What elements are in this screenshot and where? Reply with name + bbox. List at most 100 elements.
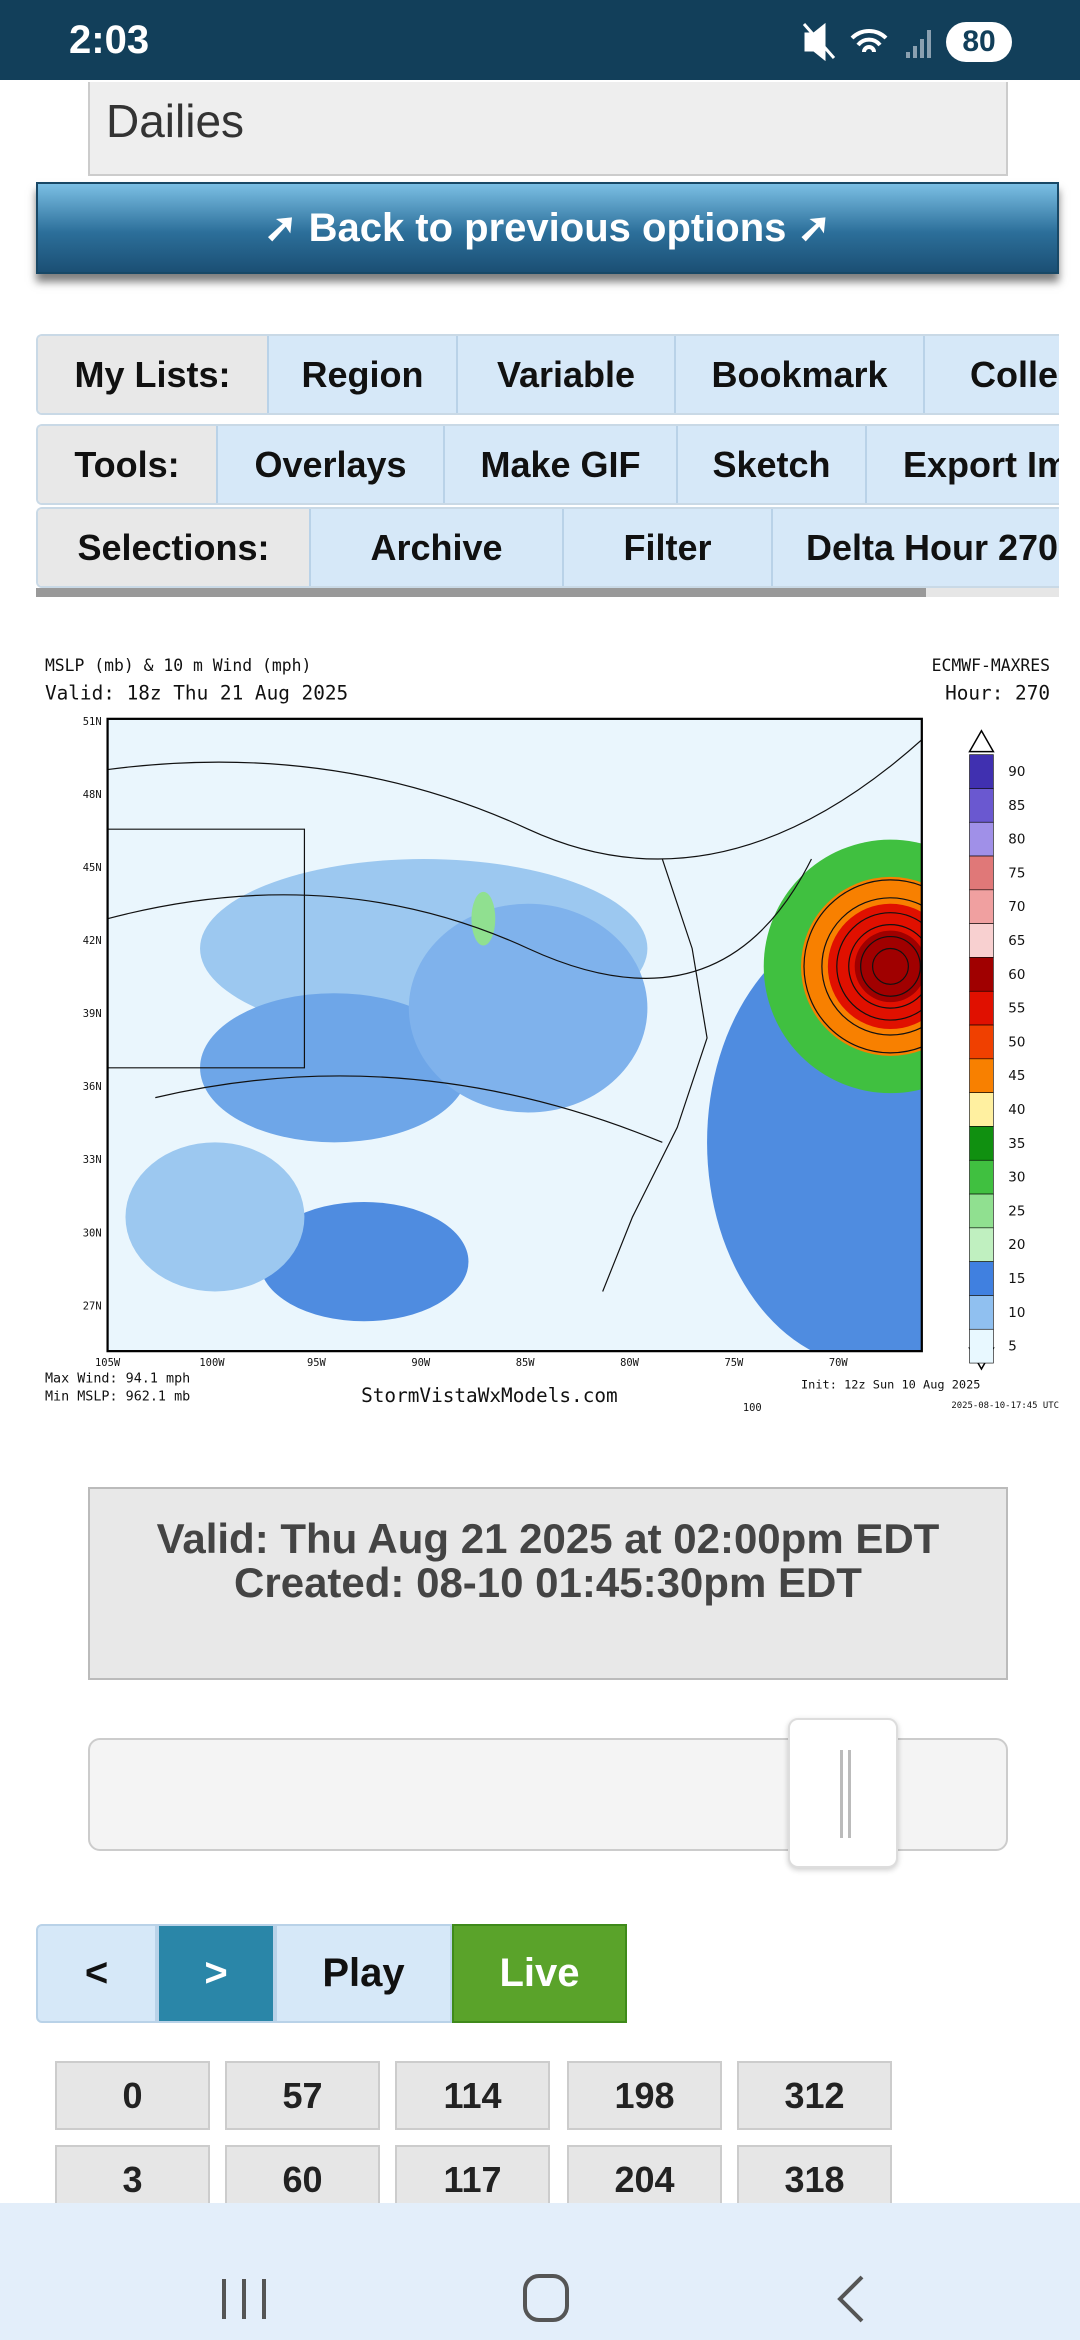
legend-swatch bbox=[969, 990, 994, 1026]
tab-button[interactable]: Filter bbox=[564, 509, 773, 586]
tab-button[interactable]: Archive bbox=[311, 509, 564, 586]
battery: 80 bbox=[946, 22, 1012, 62]
legend-label: 65 bbox=[1008, 934, 1025, 949]
legend-swatch bbox=[969, 1295, 994, 1330]
max-wind: Max Wind: 94.1 mph bbox=[45, 1371, 190, 1386]
legend-label: 90 bbox=[1008, 765, 1025, 780]
scrollbar-thumb[interactable] bbox=[36, 588, 926, 597]
slider-thumb[interactable] bbox=[788, 1718, 898, 1868]
lat-label: 27N bbox=[83, 1300, 102, 1312]
lon-label: 80W bbox=[620, 1357, 640, 1369]
tab-button[interactable]: Region bbox=[269, 336, 458, 413]
legend-label: 35 bbox=[1008, 1137, 1025, 1152]
my-lists-row: My Lists:RegionVariableBookmarkCollec bbox=[36, 334, 1059, 415]
next-button[interactable]: > bbox=[157, 1924, 275, 2023]
legend-label: 10 bbox=[1008, 1306, 1025, 1321]
valid-time: Valid: Thu Aug 21 2025 at 02:00pm EDT bbox=[156, 1515, 940, 1562]
legend-swatch bbox=[969, 1159, 994, 1195]
map-valid: Valid: 18z Thu 21 Aug 2025 bbox=[45, 681, 348, 704]
hour-button[interactable]: 57 bbox=[225, 2061, 380, 2130]
lat-label: 33N bbox=[83, 1154, 102, 1166]
created-time: Created: 08-10 01:45:30pm EDT bbox=[234, 1559, 862, 1606]
legend-swatch bbox=[969, 1092, 994, 1127]
lat-label: 48N bbox=[83, 789, 102, 801]
prev-button[interactable]: < bbox=[36, 1924, 157, 2023]
nav-bar bbox=[0, 2203, 1080, 2340]
tab-button[interactable]: Sketch bbox=[678, 426, 867, 503]
lat-label: 30N bbox=[83, 1227, 102, 1239]
legend-swatch bbox=[969, 889, 994, 924]
init-time: Init: 12z Sun 10 Aug 2025 bbox=[801, 1377, 980, 1391]
lat-label: 36N bbox=[83, 1081, 102, 1093]
legend-label: 25 bbox=[1008, 1204, 1025, 1219]
lat-label: 39N bbox=[83, 1008, 102, 1020]
map-hour: Hour: 270 bbox=[945, 681, 1050, 704]
row-label: Tools: bbox=[38, 426, 218, 503]
hour-button[interactable]: 0 bbox=[55, 2061, 210, 2130]
dropdown[interactable]: Dailies bbox=[88, 82, 1008, 176]
legend-label: 75 bbox=[1008, 866, 1025, 881]
legend-swatch bbox=[969, 1126, 994, 1161]
legend-swatch bbox=[969, 1193, 994, 1229]
status-bar: 2:03 80 bbox=[0, 0, 1080, 80]
lat-label: 42N bbox=[83, 935, 102, 947]
legend-swatch bbox=[969, 754, 994, 789]
tab-button[interactable]: Make GIF bbox=[445, 426, 678, 503]
hour-button[interactable]: 114 bbox=[395, 2061, 550, 2130]
tab-button[interactable]: Variable bbox=[458, 336, 676, 413]
site-name: StormVistaWxModels.com bbox=[361, 1384, 618, 1407]
legend-label: 5 bbox=[1008, 1340, 1017, 1355]
tab-button[interactable]: Collec bbox=[925, 336, 1059, 413]
hour-button[interactable]: 318 bbox=[737, 2145, 892, 2214]
map-model: ECMWF-MAXRES bbox=[932, 656, 1050, 675]
legend-swatch bbox=[969, 1227, 994, 1262]
live-button[interactable]: Live bbox=[452, 1924, 627, 2023]
tab-button[interactable]: Bookmark bbox=[676, 336, 925, 413]
tab-button[interactable]: Export Im bbox=[867, 426, 1059, 503]
legend-swatch bbox=[969, 1058, 994, 1093]
play-button[interactable]: Play bbox=[275, 1924, 452, 2023]
legend-swatch bbox=[969, 855, 994, 891]
legend-label: 15 bbox=[1008, 1272, 1025, 1287]
legend-swatch bbox=[969, 821, 994, 857]
legend-label: 30 bbox=[1008, 1171, 1025, 1186]
legend-swatch bbox=[969, 1261, 994, 1296]
lat-label: 45N bbox=[83, 862, 102, 874]
lat-label: 51N bbox=[83, 716, 102, 728]
info-box: Valid: Thu Aug 21 2025 at 02:00pm EDT Cr… bbox=[88, 1487, 1008, 1680]
tab-button[interactable]: Overlays bbox=[218, 426, 445, 503]
clock: 2:03 bbox=[69, 18, 150, 62]
hour-button[interactable]: 312 bbox=[737, 2061, 892, 2130]
legend-swatch bbox=[969, 1328, 994, 1364]
legend-swatch bbox=[969, 957, 994, 992]
timestamp: 2025-08-10-17:45 UTC bbox=[951, 1401, 1059, 1411]
back-button[interactable]: ➚ Back to previous options ➚ bbox=[36, 182, 1059, 274]
lon-label: 95W bbox=[307, 1357, 327, 1369]
legend-swatch bbox=[969, 788, 994, 823]
lon-label: 75W bbox=[724, 1357, 744, 1369]
row-label: Selections: bbox=[38, 509, 311, 586]
hour-button[interactable]: 204 bbox=[567, 2145, 722, 2214]
legend-label: 85 bbox=[1008, 799, 1025, 814]
legend-label: 55 bbox=[1008, 1002, 1025, 1017]
legend-label: 45 bbox=[1008, 1069, 1025, 1084]
row-label: My Lists: bbox=[38, 336, 269, 413]
hour-button[interactable]: 3 bbox=[55, 2145, 210, 2214]
hour-button[interactable]: 60 bbox=[225, 2145, 380, 2214]
lon-label: 85W bbox=[516, 1357, 536, 1369]
map-field bbox=[107, 718, 922, 1352]
legend-swatch bbox=[969, 923, 994, 958]
hour-button[interactable]: 198 bbox=[567, 2061, 722, 2130]
scale-label: 100 bbox=[743, 1402, 762, 1414]
legend-swatch bbox=[969, 1024, 994, 1060]
legend-label: 60 bbox=[1008, 968, 1025, 983]
lon-label: 105W bbox=[95, 1357, 121, 1369]
tools-row: Tools: Overlays Make GIF Sketch Export Im bbox=[36, 424, 1059, 505]
status-icons bbox=[802, 22, 931, 62]
min-mslp: Min MSLP: 962.1 mb bbox=[45, 1389, 190, 1404]
hour-button[interactable]: 117 bbox=[395, 2145, 550, 2214]
map-title: MSLP (mb) & 10 m Wind (mph) bbox=[45, 656, 311, 675]
lon-label: 90W bbox=[411, 1357, 431, 1369]
legend-label: 80 bbox=[1008, 833, 1025, 848]
tab-button[interactable]: Delta Hour 270 bbox=[773, 509, 1059, 586]
